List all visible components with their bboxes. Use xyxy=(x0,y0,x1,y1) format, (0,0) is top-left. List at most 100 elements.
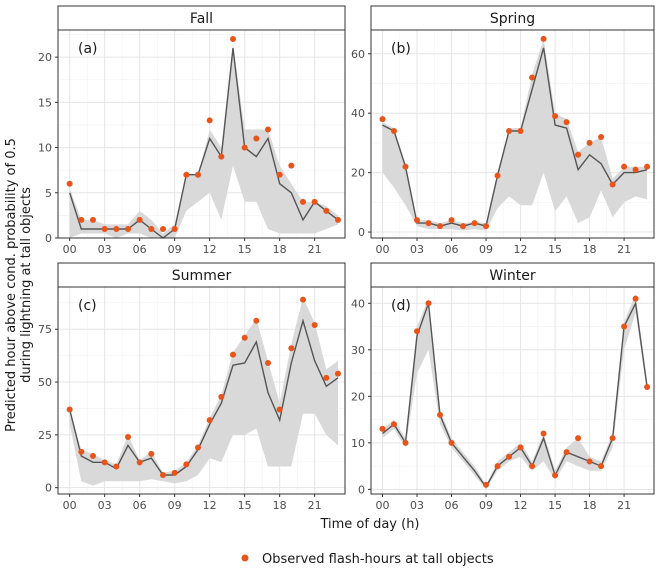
x-tick-label: 03 xyxy=(410,499,424,512)
x-tick-label: 09 xyxy=(479,499,493,512)
facet-strip-label: Spring xyxy=(490,11,535,27)
panel-tag: (d) xyxy=(391,298,411,314)
observed-point xyxy=(425,220,432,227)
observed-point xyxy=(379,425,386,432)
observed-point xyxy=(540,35,547,42)
observed-point xyxy=(311,322,318,329)
prediction-band xyxy=(382,38,648,231)
x-tick-label: 03 xyxy=(98,243,112,256)
observed-point xyxy=(621,323,628,330)
x-tick-label: 06 xyxy=(445,243,459,256)
observed-point xyxy=(195,171,201,178)
observed-point xyxy=(66,180,73,187)
observed-point xyxy=(311,198,318,205)
observed-point xyxy=(183,171,190,178)
x-tick-label: 18 xyxy=(273,499,287,512)
observed-point xyxy=(460,223,467,230)
prediction-band xyxy=(382,294,648,490)
observed-point xyxy=(575,151,582,158)
y-tick-label: 5 xyxy=(45,187,52,200)
observed-point xyxy=(529,463,536,470)
observed-point xyxy=(379,116,386,123)
y-axis-title-line1: Predicted hour above cond. probability o… xyxy=(4,138,19,432)
observed-point xyxy=(90,452,96,459)
observed-point xyxy=(265,360,271,367)
observed-point xyxy=(300,198,306,205)
y-tick-label: 0 xyxy=(45,232,52,245)
observed-point xyxy=(288,345,295,352)
facet-strip xyxy=(57,5,346,31)
observed-point xyxy=(414,328,421,335)
prediction-band xyxy=(69,43,338,238)
observed-point xyxy=(586,139,593,146)
observed-point xyxy=(136,216,143,223)
predicted-line xyxy=(382,300,648,489)
y-tick-label: 20 xyxy=(38,51,52,64)
x-tick-label: 21 xyxy=(308,499,322,512)
observed-point xyxy=(78,448,85,455)
observed-point xyxy=(125,433,131,440)
observed-point xyxy=(78,216,85,223)
observed-point xyxy=(598,133,605,140)
panel-tag: (a) xyxy=(78,41,98,57)
y-tick-label: 50 xyxy=(38,376,52,389)
observed-point xyxy=(218,393,225,400)
x-tick-label: 00 xyxy=(63,243,77,256)
x-tick-label: 15 xyxy=(548,499,562,512)
y-tick-label: 20 xyxy=(351,167,365,180)
observed-point xyxy=(171,225,178,232)
observed-point xyxy=(183,461,190,468)
x-tick-label: 15 xyxy=(548,243,562,256)
observed-point xyxy=(609,181,616,188)
panel-border xyxy=(370,29,655,239)
x-tick-label: 15 xyxy=(238,243,252,256)
observed-point xyxy=(160,225,166,232)
observed-point xyxy=(335,216,341,223)
observed-point xyxy=(101,225,108,232)
legend: Observed flash-hours at tall objects xyxy=(241,552,494,567)
panel-border xyxy=(370,286,655,495)
observed-point xyxy=(206,417,213,424)
observed-point xyxy=(529,74,536,81)
observed-point xyxy=(563,449,570,456)
observed-point xyxy=(402,439,409,446)
x-tick-label: 00 xyxy=(63,499,77,512)
y-tick-label: 20 xyxy=(351,390,365,403)
observed-point xyxy=(598,463,605,470)
observed-point xyxy=(323,207,330,214)
y-tick-label: 30 xyxy=(351,344,365,357)
observed-point xyxy=(575,435,582,442)
facet-strip xyxy=(370,262,655,288)
observed-point xyxy=(300,296,306,303)
x-tick-label: 18 xyxy=(273,243,287,256)
observed-point xyxy=(632,295,639,302)
observed-point xyxy=(160,471,166,478)
observed-point xyxy=(335,370,341,377)
observed-point xyxy=(391,128,398,135)
observed-point xyxy=(253,317,260,324)
x-tick-label: 06 xyxy=(133,499,147,512)
x-tick-label: 00 xyxy=(376,243,390,256)
observed-point xyxy=(113,225,120,232)
observed-point xyxy=(136,459,143,466)
observed-point xyxy=(276,406,283,413)
observed-point xyxy=(483,223,490,230)
y-tick-label: 40 xyxy=(351,297,365,310)
observed-point xyxy=(253,135,260,142)
x-tick-label: 09 xyxy=(168,243,182,256)
y-tick-label: 10 xyxy=(38,142,52,155)
observed-point xyxy=(471,220,478,227)
observed-point xyxy=(517,128,524,135)
legend-point-symbol xyxy=(241,554,249,562)
y-tick-label: 75 xyxy=(38,323,52,336)
x-tick-label: 09 xyxy=(479,243,493,256)
y-axis-title-line2: during lightning at tall objects xyxy=(19,187,34,383)
panel-summer: Summer 00 03 06 09 12 15 18 21 0 25 50 75 (c) xyxy=(38,262,346,512)
y-tick-label: 0 xyxy=(358,483,365,496)
y-tick-label: 10 xyxy=(351,437,365,450)
panel-tag: (c) xyxy=(78,298,97,314)
panel-spring: Spring 00 03 06 09 12 15 18 21 0 20 40 60 (b) xyxy=(351,5,655,256)
observed-point xyxy=(218,153,225,160)
